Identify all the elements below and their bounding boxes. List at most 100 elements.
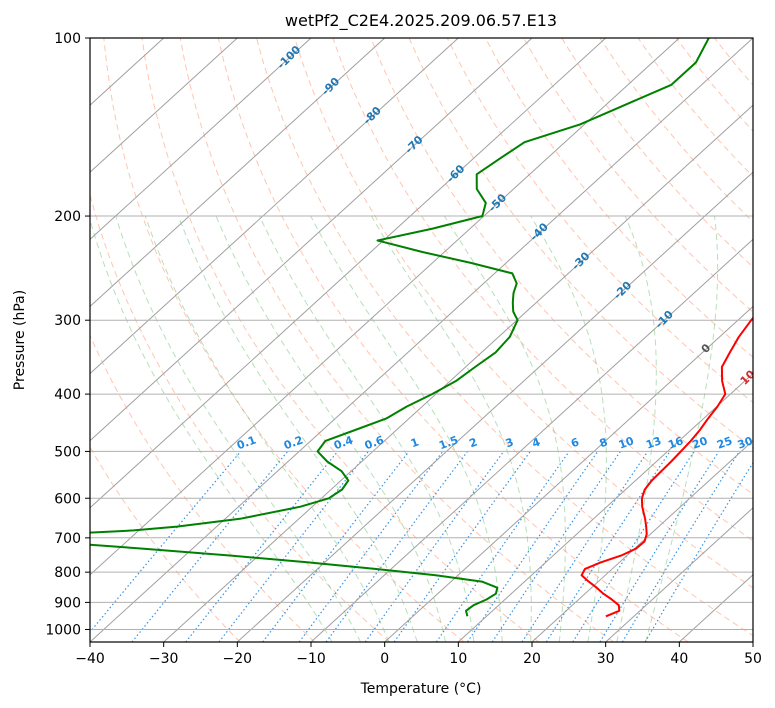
x-axis: −40 −30 −20 −10 0 10 20 30 40 50	[75, 642, 762, 667]
dry-adiabat-line	[484, 38, 753, 358]
mixing-ratio-line	[262, 451, 410, 642]
dry-adiabat-line	[90, 193, 390, 642]
dry-adiabat-line	[103, 38, 465, 642]
mixing-ratio-line	[298, 451, 444, 642]
x-tick-label: −20	[223, 651, 253, 667]
chart-title: wetPf2_C2E4.2025.209.06.57.E13	[285, 11, 557, 31]
isotherm-line	[90, 38, 753, 642]
isotherm-line	[457, 372, 753, 642]
y-tick-label: 500	[54, 444, 81, 460]
mixing-ratio-label: 6	[569, 435, 581, 450]
y-tick-label: 800	[54, 565, 81, 581]
isotherm-line	[90, 38, 533, 442]
mixing-ratio-line	[131, 451, 289, 642]
mixing-ratio-label: 16	[666, 434, 685, 452]
moist-adiabat-line	[144, 215, 390, 642]
y-tick-label: 400	[54, 387, 81, 403]
dry-adiabat-line	[141, 38, 540, 642]
mixing-ratio-line	[621, 451, 740, 642]
mixing-ratio-line	[491, 451, 621, 642]
y-tick-label: 300	[54, 313, 81, 329]
x-tick-label: 50	[744, 651, 762, 667]
moist-adiabat-line	[310, 215, 503, 642]
x-tick-label: 20	[523, 651, 541, 667]
x-tick-label: 0	[380, 651, 389, 667]
dry-adiabat-line	[294, 38, 753, 589]
mixing-ratio-label: 20	[691, 434, 710, 452]
isotherm-line	[90, 38, 312, 241]
isotherm-line	[163, 104, 753, 642]
isotherm-line	[90, 38, 680, 576]
isotherm-line	[90, 38, 607, 509]
mixing-ratio-label: 8	[598, 436, 610, 451]
mixing-ratio-line	[466, 451, 599, 642]
y-axis: 100 200 300 400 500 600 700 800 900 1000	[45, 31, 90, 638]
mixing-ratio-label: 4	[530, 435, 542, 450]
mixing-ratio-label: 0.6	[363, 433, 386, 452]
mixing-ratio-label: 0.4	[332, 433, 355, 452]
isotherm-line	[310, 238, 753, 642]
mixing-ratio-label: 30	[736, 434, 755, 452]
isotherm-line	[531, 439, 753, 642]
temperature-profile	[580, 316, 753, 618]
y-tick-label: 900	[54, 595, 81, 611]
mixing-ratio-line	[185, 451, 339, 642]
moist-adiabat-line	[645, 215, 719, 642]
dry-adiabat-line	[256, 38, 753, 637]
dry-adiabat-line	[446, 38, 753, 404]
mixing-ratio-label: 25	[715, 434, 734, 451]
moist-adiabat-line	[371, 215, 532, 642]
x-tick-label: 40	[670, 651, 688, 667]
moist-adiabat-line	[259, 215, 475, 642]
mixing-ratio-label: 1.5	[437, 433, 460, 452]
mixing-ratio-label: 0.2	[282, 433, 305, 452]
x-tick-label: −30	[149, 651, 179, 667]
dry-adiabat-line	[332, 38, 753, 542]
isotherm-line	[90, 38, 238, 173]
dewpoint-profile	[90, 38, 710, 617]
mixing-ratio-line	[90, 451, 242, 633]
y-tick-label: 100	[54, 31, 81, 47]
background-lines	[90, 38, 753, 642]
moist-adiabat-line	[443, 215, 566, 642]
isotherm-line	[90, 38, 386, 308]
isotherm-line	[384, 305, 753, 642]
isotherm-line	[90, 38, 459, 375]
x-tick-label: 10	[449, 651, 467, 667]
mixing-ratio-line	[572, 451, 695, 642]
mixing-ratio-line	[521, 451, 649, 642]
dry-adiabat-line	[179, 38, 614, 642]
mixing-ratio-label: 2	[468, 436, 480, 451]
dry-adiabat-line	[408, 38, 753, 449]
mixing-ratio-label: 3	[504, 436, 516, 451]
x-tick-label: −40	[75, 651, 105, 667]
y-axis-title: Pressure (hPa)	[12, 290, 28, 390]
dry-adiabat-line	[523, 38, 753, 313]
pressure-grid	[90, 38, 753, 630]
series-layer	[90, 38, 753, 618]
dry-adiabat-line	[217, 38, 689, 642]
mixing-ratio-line	[599, 451, 720, 642]
y-tick-label: 200	[54, 209, 81, 225]
y-tick-label: 600	[54, 491, 81, 507]
mixing-ratio-label: 10	[617, 434, 636, 452]
mixing-ratio-label: 1	[409, 436, 421, 451]
mixing-ratio-line	[435, 451, 570, 642]
x-tick-label: −10	[296, 651, 326, 667]
moist-adiabat-line	[115, 215, 362, 642]
mixing-ratio-label: 0.1	[235, 433, 258, 452]
mixing-ratio-label: 13	[644, 434, 663, 451]
isotherm-line	[236, 171, 753, 642]
dry-adiabat-line	[370, 38, 753, 495]
mixing-ratio-line	[364, 451, 505, 642]
y-tick-label: 700	[54, 531, 81, 547]
y-tick-label: 1000	[45, 622, 81, 638]
plot-frame	[89, 37, 754, 643]
x-axis-title: Temperature (°C)	[360, 681, 482, 697]
moist-adiabat-line	[215, 215, 446, 642]
x-tick-label: 30	[597, 651, 615, 667]
mixing-ratio-line	[325, 451, 468, 642]
isotherm-line	[605, 507, 753, 642]
